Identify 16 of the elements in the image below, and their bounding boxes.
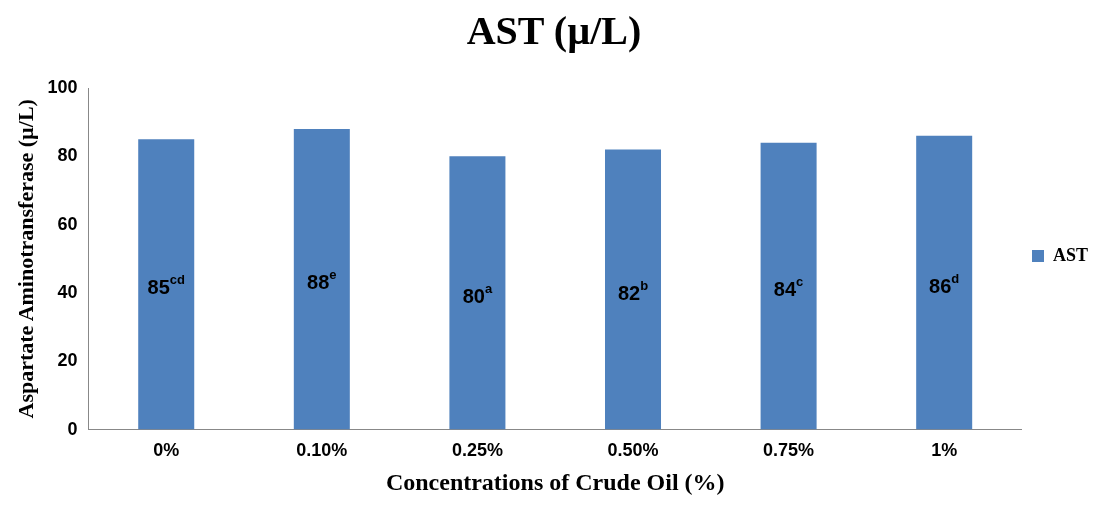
legend-label: AST bbox=[1052, 244, 1088, 265]
y-tick-label: 100 bbox=[47, 76, 78, 97]
chart-title: AST (µ/L) bbox=[466, 8, 642, 54]
y-tick-label: 40 bbox=[57, 281, 78, 302]
x-tick-label: 0.25% bbox=[451, 440, 503, 461]
y-tick-label: 80 bbox=[57, 145, 78, 166]
x-tick-label: 0% bbox=[153, 440, 180, 461]
y-tick-label: 60 bbox=[57, 213, 78, 234]
y-tick-label: 20 bbox=[57, 350, 78, 371]
x-tick-label: 0.75% bbox=[763, 440, 815, 461]
x-tick-label: 0.50% bbox=[607, 440, 659, 461]
y-axis-title: Aspartate Aminotransferase (µ/L) bbox=[12, 99, 38, 419]
y-tick-label: 0 bbox=[67, 418, 78, 439]
x-tick-label: 1% bbox=[931, 440, 958, 461]
x-axis-title: Concentrations of Crude Oil (%) bbox=[385, 468, 725, 495]
x-tick-label: 0.10% bbox=[296, 440, 348, 461]
